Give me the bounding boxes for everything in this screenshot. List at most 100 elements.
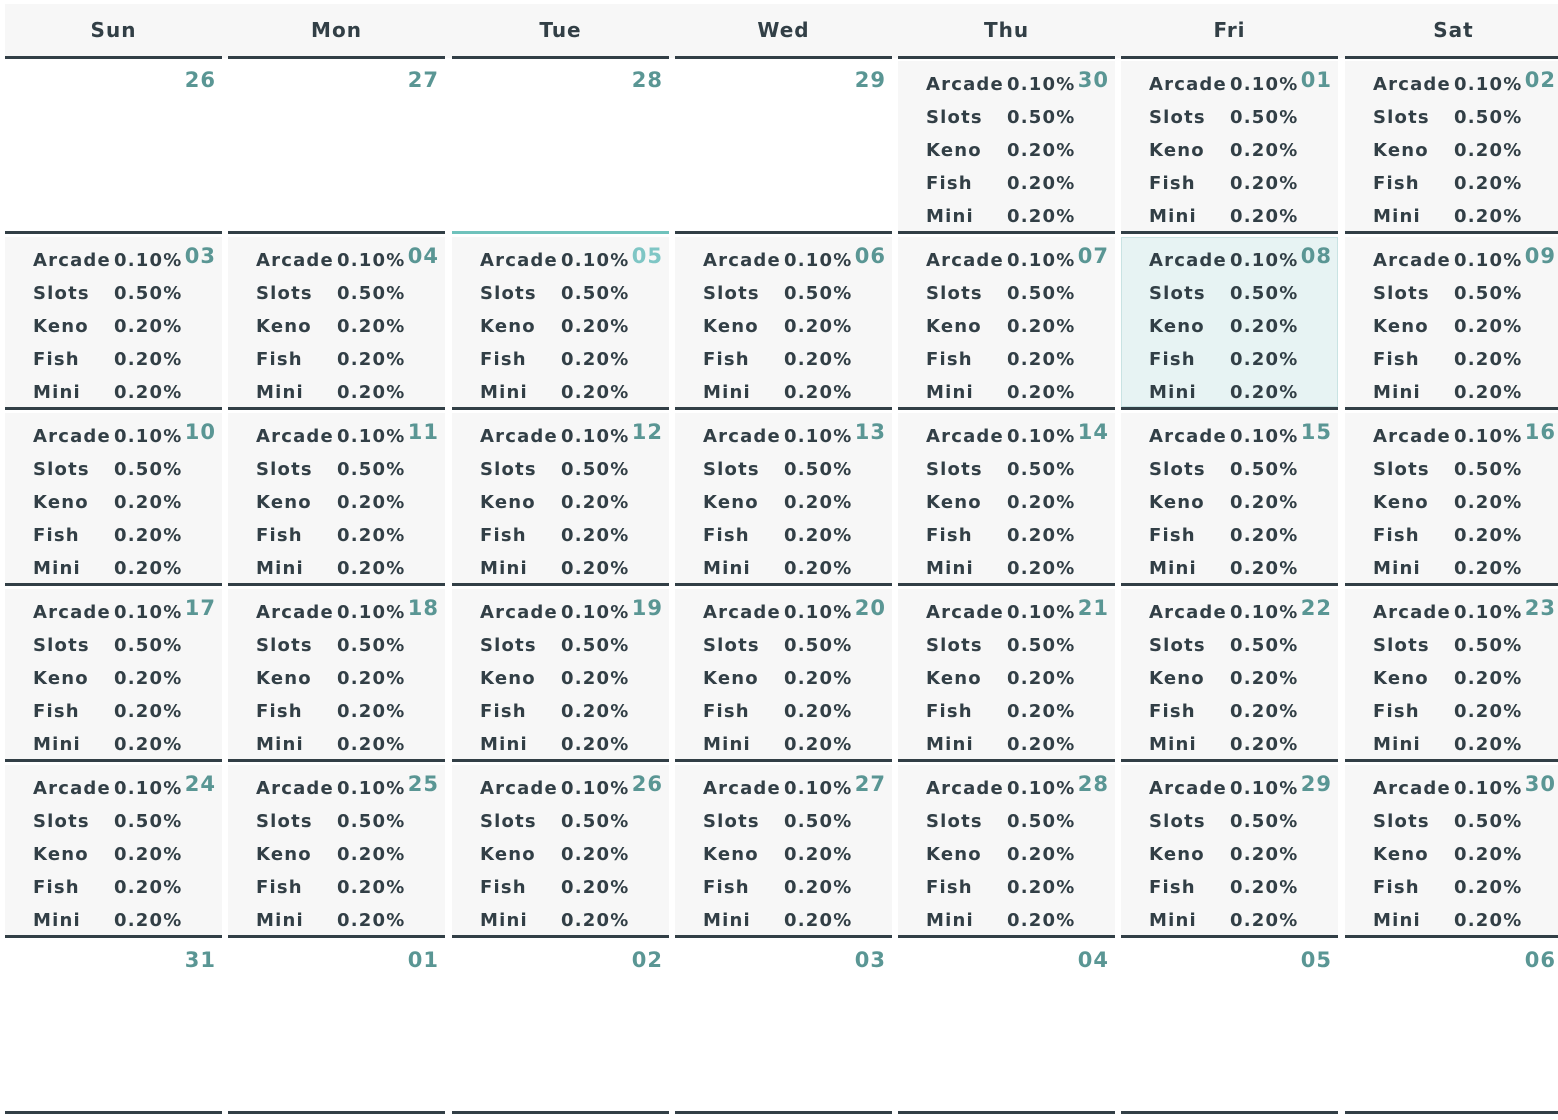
day-cell[interactable]: Arcade 0.10% Slots 0.50% Keno 0.20% Fish 0.20% M… [228, 762, 445, 938]
rate-name: Fish [33, 349, 80, 370]
rate-name: Mini [1373, 910, 1421, 931]
day-cell-background [452, 237, 669, 407]
day-cell[interactable]: 06 [1345, 938, 1558, 1114]
rate-value: 0.10% [1230, 778, 1299, 799]
day-cell[interactable]: Arcade 0.10% Slots 0.50% Keno 0.20% Fish 0.20% M… [228, 586, 445, 762]
day-cell[interactable]: 03 [675, 938, 892, 1114]
rate-value: 0.50% [1454, 107, 1523, 128]
rate-list: Arcade 0.10% Slots 0.50% Keno 0.20% Fish 0.20% M… [256, 776, 405, 941]
day-cell[interactable]: 04 [898, 938, 1115, 1114]
rate-name: Arcade [33, 602, 111, 623]
rate-name: Fish [256, 349, 303, 370]
day-cell[interactable]: Arcade 0.10% Slots 0.50% Keno 0.20% Fish 0.20% M… [1345, 762, 1558, 938]
rate-row-slots: Slots 0.50% [703, 457, 852, 490]
day-cell[interactable]: Arcade 0.10% Slots 0.50% Keno 0.20% Fish 0.20% M… [1345, 586, 1558, 762]
day-cell[interactable]: Arcade 0.10% Slots 0.50% Keno 0.20% Fish 0.20% M… [898, 58, 1115, 234]
day-cell-background [1345, 61, 1558, 231]
rate-value: 0.50% [337, 459, 406, 480]
rate-name: Arcade [1373, 778, 1451, 799]
day-cell[interactable]: Arcade 0.10% Slots 0.50% Keno 0.20% Fish 0.20% M… [1345, 58, 1558, 234]
day-cell[interactable]: Arcade 0.10% Slots 0.50% Keno 0.20% Fish 0.20% M… [1121, 586, 1338, 762]
rate-row-slots: Slots 0.50% [1373, 633, 1522, 666]
day-cell[interactable]: Arcade 0.10% Slots 0.50% Keno 0.20% Fish 0.20% M… [452, 586, 669, 762]
rate-name: Mini [256, 910, 304, 931]
rate-list: Arcade 0.10% Slots 0.50% Keno 0.20% Fish 0.20% M… [33, 600, 182, 765]
rate-value: 0.10% [784, 602, 853, 623]
rate-list: Arcade 0.10% Slots 0.50% Keno 0.20% Fish 0.20% M… [480, 776, 629, 941]
rate-name: Fish [1149, 173, 1196, 194]
day-cell[interactable]: 28 [452, 58, 669, 234]
rate-value: 0.10% [1007, 250, 1076, 271]
day-cell[interactable]: 05 [1121, 938, 1338, 1114]
day-cell[interactable]: 27 [228, 58, 445, 234]
rate-value: 0.20% [114, 525, 183, 546]
day-number: 28 [1077, 772, 1109, 796]
day-cell[interactable]: Arcade 0.10% Slots 0.50% Keno 0.20% Fish 0.20% M… [452, 762, 669, 938]
day-cell[interactable]: Arcade 0.10% Slots 0.50% Keno 0.20% Fish 0.20% M… [5, 234, 222, 410]
day-cell[interactable]: 29 [675, 58, 892, 234]
rate-name: Fish [256, 525, 303, 546]
day-cell[interactable]: Arcade 0.10% Slots 0.50% Keno 0.20% Fish 0.20% M… [675, 762, 892, 938]
rate-value: 0.20% [561, 734, 630, 755]
rate-value: 0.20% [1007, 910, 1076, 931]
day-cell[interactable]: Arcade 0.10% Slots 0.50% Keno 0.20% Fish 0.20% M… [5, 410, 222, 586]
day-cell[interactable]: Arcade 0.10% Slots 0.50% Keno 0.20% Fish 0.20% M… [675, 410, 892, 586]
day-cell[interactable]: 31 [5, 938, 222, 1114]
day-cell[interactable]: Arcade 0.10% Slots 0.50% Keno 0.20% Fish 0.20% M… [1121, 410, 1338, 586]
rate-value: 0.20% [1007, 701, 1076, 722]
day-cell[interactable]: Arcade 0.10% Slots 0.50% Keno 0.20% Fish 0.20% M… [675, 234, 892, 410]
rate-name: Arcade [33, 250, 111, 271]
day-cell[interactable]: Arcade 0.10% Slots 0.50% Keno 0.20% Fish 0.20% M… [228, 234, 445, 410]
rate-row-keno: Keno 0.20% [1149, 314, 1298, 347]
rate-value: 0.20% [784, 492, 853, 513]
day-number: 24 [184, 772, 216, 796]
rate-name: Slots [926, 811, 983, 832]
day-cell-background [1121, 765, 1338, 935]
rate-value: 0.50% [337, 283, 406, 304]
rate-name: Arcade [1373, 602, 1451, 623]
rate-value: 0.50% [1230, 811, 1299, 832]
rate-value: 0.20% [114, 668, 183, 689]
rate-row-slots: Slots 0.50% [1149, 809, 1298, 842]
day-cell[interactable]: 02 [452, 938, 669, 1114]
rate-list: Arcade 0.10% Slots 0.50% Keno 0.20% Fish 0.20% M… [926, 72, 1075, 237]
day-cell[interactable]: Arcade 0.10% Slots 0.50% Keno 0.20% Fish 0.20% M… [898, 410, 1115, 586]
rate-value: 0.20% [561, 382, 630, 403]
day-cell-background [1345, 765, 1558, 935]
rate-value: 0.20% [561, 349, 630, 370]
rate-list: Arcade 0.10% Slots 0.50% Keno 0.20% Fish 0.20% M… [1373, 600, 1522, 765]
day-cell[interactable]: 01 [228, 938, 445, 1114]
day-cell[interactable]: Arcade 0.10% Slots 0.50% Keno 0.20% Fish 0.20% M… [452, 410, 669, 586]
rate-name: Arcade [33, 778, 111, 799]
rate-name: Mini [1149, 558, 1197, 579]
rate-value: 0.10% [1230, 602, 1299, 623]
day-cell[interactable]: Arcade 0.10% Slots 0.50% Keno 0.20% Fish 0.20% M… [452, 231, 669, 410]
rate-row-mini: Mini 0.20% [480, 908, 629, 941]
day-cell[interactable]: Arcade 0.10% Slots 0.50% Keno 0.20% Fish 0.20% M… [5, 586, 222, 762]
day-number: 14 [1077, 420, 1109, 444]
rate-name: Fish [256, 701, 303, 722]
day-cell[interactable]: 26 [5, 58, 222, 234]
day-cell[interactable]: Arcade 0.10% Slots 0.50% Keno 0.20% Fish 0.20% M… [5, 762, 222, 938]
rate-value: 0.50% [784, 283, 853, 304]
rate-name: Slots [926, 459, 983, 480]
rate-value: 0.20% [1454, 668, 1523, 689]
day-cell[interactable]: Arcade 0.10% Slots 0.50% Keno 0.20% Fish 0.20% M… [1121, 234, 1338, 410]
day-number: 27 [407, 68, 439, 92]
rate-name: Slots [703, 635, 760, 656]
rate-row-keno: Keno 0.20% [703, 842, 852, 875]
day-cell[interactable]: Arcade 0.10% Slots 0.50% Keno 0.20% Fish 0.20% M… [228, 410, 445, 586]
rate-list: Arcade 0.10% Slots 0.50% Keno 0.20% Fish 0.20% M… [33, 424, 182, 589]
rate-row-slots: Slots 0.50% [926, 281, 1075, 314]
day-cell[interactable]: Arcade 0.10% Slots 0.50% Keno 0.20% Fish 0.20% M… [1121, 762, 1338, 938]
day-cell[interactable]: Arcade 0.10% Slots 0.50% Keno 0.20% Fish 0.20% M… [1345, 410, 1558, 586]
day-cell[interactable]: Arcade 0.10% Slots 0.50% Keno 0.20% Fish 0.20% M… [898, 234, 1115, 410]
day-cell[interactable]: Arcade 0.10% Slots 0.50% Keno 0.20% Fish 0.20% M… [1345, 234, 1558, 410]
day-cell[interactable]: Arcade 0.10% Slots 0.50% Keno 0.20% Fish 0.20% M… [1121, 58, 1338, 234]
rate-name: Mini [33, 382, 81, 403]
day-cell[interactable]: Arcade 0.10% Slots 0.50% Keno 0.20% Fish 0.20% M… [898, 762, 1115, 938]
day-cell[interactable]: Arcade 0.10% Slots 0.50% Keno 0.20% Fish 0.20% M… [675, 586, 892, 762]
rate-row-slots: Slots 0.50% [703, 281, 852, 314]
day-cell[interactable]: Arcade 0.10% Slots 0.50% Keno 0.20% Fish 0.20% M… [898, 586, 1115, 762]
rate-list: Arcade 0.10% Slots 0.50% Keno 0.20% Fish 0.20% M… [926, 600, 1075, 765]
